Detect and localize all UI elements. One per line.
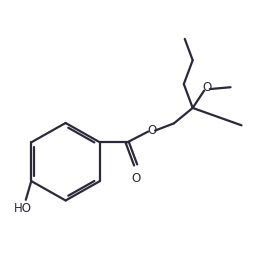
Text: HO: HO	[14, 202, 32, 215]
Text: O: O	[147, 124, 157, 137]
Text: O: O	[203, 82, 212, 94]
Text: O: O	[131, 172, 140, 185]
